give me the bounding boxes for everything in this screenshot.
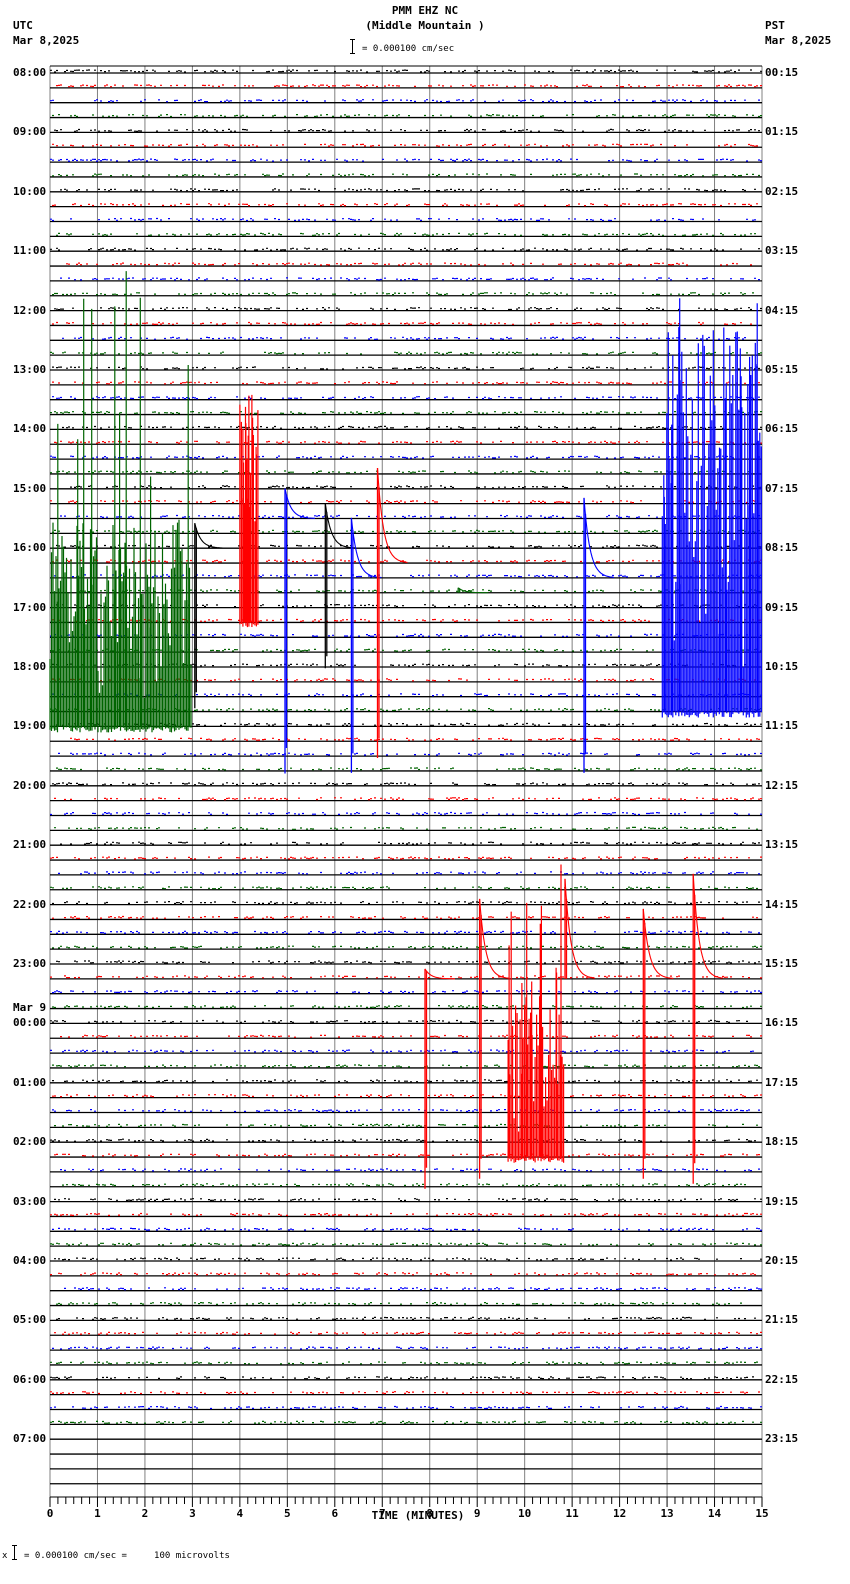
utc-hour-label: 00:00	[13, 1016, 47, 1030]
svg-text:12: 12	[613, 1507, 626, 1520]
svg-text:3: 3	[189, 1507, 196, 1520]
pst-hour-label: 10:15	[765, 660, 799, 673]
pst-hour-label: 00:15	[765, 66, 799, 79]
date-change-label: Mar 9	[13, 1001, 47, 1015]
right-timezone: PST	[765, 19, 785, 32]
left-date: Mar 8,2025	[13, 34, 80, 47]
pst-hour-label: 01:15	[765, 125, 799, 139]
svg-text:0: 0	[47, 1507, 54, 1520]
utc-hour-label: 09:00	[13, 125, 47, 139]
utc-hour-label: 04:00	[13, 1254, 47, 1267]
utc-hour-label: 14:00	[13, 422, 47, 436]
utc-hour-label: 17:00	[13, 600, 47, 614]
pst-hour-label: 17:15	[765, 1075, 799, 1089]
svg-text:6: 6	[331, 1507, 338, 1520]
utc-hour-label: 01:00	[13, 1075, 47, 1089]
pst-hour-label: 09:15	[765, 600, 799, 614]
pst-hour-label: 02:15	[765, 184, 799, 198]
utc-hour-label: 19:00	[13, 719, 47, 733]
pst-hour-label: 06:15	[765, 422, 799, 436]
pst-hour-label: 15:15	[765, 957, 799, 970]
utc-hour-label: 22:00	[13, 897, 47, 911]
utc-hour-label: 07:00	[13, 1432, 47, 1446]
svg-text:7: 7	[379, 1507, 386, 1520]
utc-hour-label: 03:00	[13, 1194, 47, 1208]
right-date: Mar 8,2025	[765, 34, 832, 47]
pst-hour-label: 12:15	[765, 778, 799, 792]
utc-hour-label: 12:00	[13, 303, 47, 317]
pst-hour-label: 21:15	[765, 1313, 799, 1327]
svg-text:10: 10	[518, 1507, 531, 1520]
station-location: (Middle Mountain )	[365, 19, 485, 32]
pst-hour-label: 13:15	[765, 838, 799, 852]
pst-hour-label: 23:15	[765, 1432, 799, 1446]
svg-text:8: 8	[426, 1507, 433, 1520]
svg-text:4: 4	[237, 1507, 244, 1520]
pst-hour-label: 08:15	[765, 541, 799, 555]
station-title: PMM EHZ NC	[391, 4, 459, 17]
utc-hour-label: 11:00	[13, 244, 47, 258]
pst-hour-label: 07:15	[765, 481, 799, 495]
svg-text:2: 2	[142, 1507, 149, 1520]
svg-text:13: 13	[660, 1507, 673, 1520]
utc-hour-label: 23:00	[13, 957, 47, 970]
utc-hour-label: 06:00	[13, 1372, 47, 1386]
pst-hour-label: 11:15	[765, 719, 799, 733]
scale-bar-icon	[350, 39, 358, 54]
utc-hour-label: 21:00	[13, 838, 47, 852]
pst-hour-label: 14:15	[765, 897, 799, 911]
utc-hour-label: 13:00	[13, 363, 47, 376]
utc-hour-label: 18:00	[13, 660, 47, 673]
utc-hour-label: 20:00	[13, 778, 47, 792]
pst-hour-label: 16:15	[765, 1016, 799, 1030]
svg-text:15: 15	[755, 1507, 768, 1520]
utc-hour-label: 16:00	[13, 541, 47, 555]
pst-hour-label: 20:15	[765, 1254, 799, 1267]
footer-scale-bar-icon	[12, 1545, 20, 1560]
svg-text:14: 14	[708, 1507, 722, 1520]
svg-text:1: 1	[94, 1507, 101, 1520]
left-timezone: UTC	[13, 19, 33, 32]
svg-text:9: 9	[474, 1507, 481, 1520]
pst-hour-label: 04:15	[765, 303, 799, 317]
utc-hour-label: 08:00	[13, 66, 47, 79]
pst-hour-label: 19:15	[765, 1194, 799, 1208]
header-scale-text: = 0.000100 cm/sec	[362, 44, 455, 54]
pst-hour-label: 03:15	[765, 244, 799, 258]
utc-hour-label: 10:00	[13, 184, 47, 198]
pst-hour-label: 22:15	[765, 1372, 799, 1386]
footer-scale-text: = 0.000100 cm/sec = 100 microvolts	[24, 1551, 230, 1561]
utc-hour-label: 05:00	[13, 1313, 47, 1327]
pst-hour-label: 18:15	[765, 1135, 799, 1149]
svg-text:5: 5	[284, 1507, 291, 1520]
x-axis-label: TIME (MINUTES)	[371, 1509, 465, 1522]
footer-scale-prefix: x	[2, 1551, 8, 1561]
utc-hour-label: 15:00	[13, 481, 47, 495]
utc-hour-label: 02:00	[13, 1135, 47, 1149]
svg-text:11: 11	[566, 1507, 580, 1520]
pst-hour-label: 05:15	[765, 363, 799, 376]
